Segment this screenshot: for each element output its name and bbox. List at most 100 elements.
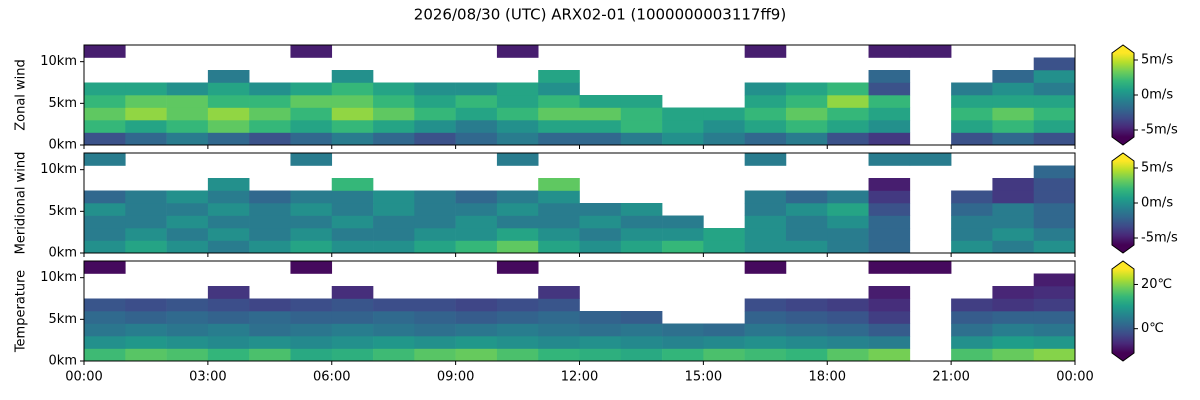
heat-cell (496, 228, 539, 241)
heat-cell (496, 190, 539, 204)
colorbar-tick-label: -5m/s (1141, 231, 1178, 246)
heat-cell (662, 215, 704, 229)
heat-cell (620, 240, 663, 254)
heat-cell (909, 261, 952, 274)
heat-cell (620, 120, 663, 133)
heat-cell (785, 95, 828, 108)
heat-cell (951, 190, 993, 204)
heat-cell (1033, 70, 1076, 83)
heat-cell (455, 107, 498, 121)
heat-cell (290, 82, 333, 96)
heat-cell (1033, 82, 1076, 96)
heat-cell (620, 95, 663, 108)
heat-cell (951, 323, 993, 337)
heat-cell (579, 120, 622, 133)
heat-cell (662, 348, 704, 362)
heat-cell (951, 95, 993, 108)
heat-cell (455, 190, 498, 204)
heat-cell (785, 240, 828, 254)
heat-cell (166, 348, 209, 362)
heat-cell (331, 286, 374, 299)
heat-cell (125, 336, 167, 349)
heat-cell (744, 311, 787, 324)
heat-cell (331, 190, 374, 204)
heat-cell (455, 311, 498, 324)
heat-cell (84, 95, 126, 108)
heat-cell (868, 286, 911, 299)
heat-cell (331, 203, 374, 216)
colorbar-tick-label: 0℃ (1141, 321, 1164, 336)
heat-cell (84, 120, 126, 133)
heat-cell (290, 107, 333, 121)
heat-cell (455, 132, 498, 146)
heat-cell (496, 95, 539, 108)
heat-cell (538, 120, 580, 133)
heat-cell (455, 348, 498, 362)
heat-cell (331, 82, 374, 96)
heat-cell (951, 120, 993, 133)
heat-cell (414, 228, 456, 241)
heat-cell (331, 132, 374, 146)
heat-cell (827, 348, 869, 362)
heat-cell (455, 95, 498, 108)
heat-cell (455, 203, 498, 216)
heat-cell (827, 240, 869, 254)
colorbar-extend-max (1112, 261, 1134, 269)
colorbar-extend-min (1112, 137, 1134, 145)
x-tick-label: 18:00 (809, 370, 846, 385)
heat-cell (84, 82, 126, 96)
heat-cell (455, 215, 498, 229)
heat-cell (992, 95, 1035, 108)
heat-cell (84, 336, 126, 349)
heat-cell (414, 190, 456, 204)
heat-cell (331, 298, 374, 312)
heat-cell (827, 107, 869, 121)
heat-cell (992, 286, 1035, 299)
heat-cell (620, 348, 663, 362)
heat-cell (373, 323, 415, 337)
heat-cell (166, 95, 209, 108)
heat-cell (166, 82, 209, 96)
heat-cell (744, 107, 787, 121)
heat-cell (249, 215, 291, 229)
heat-cell (207, 298, 250, 312)
heat-cell (744, 45, 787, 58)
heat-cell (125, 348, 167, 362)
heat-cell (166, 215, 209, 229)
heat-cell (744, 153, 787, 166)
figure-title: 2026/08/30 (UTC) ARX02-01 (1000000003117… (414, 6, 786, 24)
heat-cell (744, 132, 787, 146)
heat-cell (538, 298, 580, 312)
y-tick-label: 5km (49, 96, 77, 111)
heat-cell (496, 323, 539, 337)
heat-cell (744, 240, 787, 254)
x-tick-label: 00:00 (65, 370, 102, 385)
heat-cell (827, 120, 869, 133)
heat-cell (662, 132, 704, 146)
heat-cell (331, 240, 374, 254)
heat-cell (785, 348, 828, 362)
heat-cell (785, 120, 828, 133)
heat-cell (992, 107, 1035, 121)
heat-cell (785, 311, 828, 324)
heat-cell (166, 107, 209, 121)
heat-cell (207, 311, 250, 324)
heat-cell (868, 336, 911, 349)
heat-cell (455, 120, 498, 133)
heat-cell (125, 107, 167, 121)
heat-cell (1033, 298, 1076, 312)
heat-cell (84, 153, 126, 166)
heat-cell (827, 298, 869, 312)
heat-cell (579, 348, 622, 362)
heat-cell (992, 336, 1035, 349)
colorbar (1112, 161, 1134, 245)
heat-cell (1033, 323, 1076, 337)
colorbar (1112, 269, 1134, 353)
heat-cell (703, 228, 745, 241)
heat-cell (703, 120, 745, 133)
heat-cell (868, 215, 911, 229)
heat-cell (414, 203, 456, 216)
heat-cell (496, 45, 539, 58)
y-tick-label: 0km (49, 246, 77, 261)
heat-cell (207, 203, 250, 216)
